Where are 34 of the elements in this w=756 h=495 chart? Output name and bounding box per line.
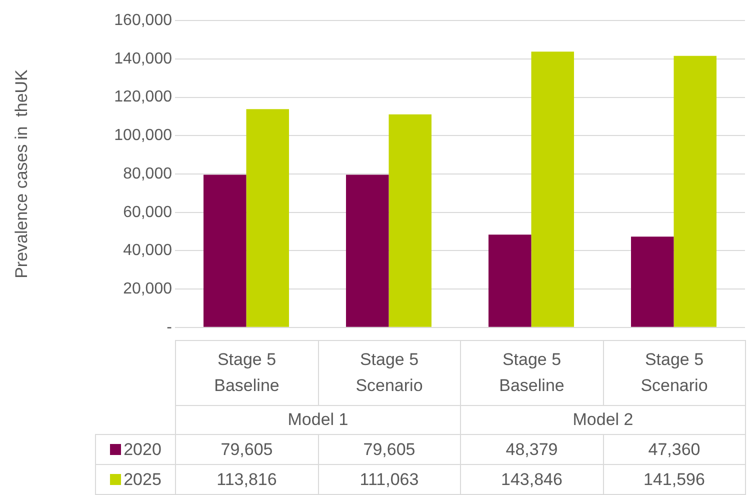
data-label: 113,816 (176, 464, 318, 494)
data-label: 79,605 (318, 434, 460, 464)
data-label: 48,379 (460, 434, 603, 464)
legend-label: 2025 (96, 464, 176, 494)
data-label: 47,360 (603, 434, 746, 464)
bar (346, 174, 389, 327)
y-tick-label: 20,000 (123, 280, 172, 298)
x-tick-label: Stage 5 Baseline (176, 340, 318, 406)
x-tick-label: Stage 5 Baseline (460, 340, 603, 406)
y-tick-label: 140,000 (114, 50, 172, 68)
y-tick-label: - (166, 318, 172, 336)
y-tick-label: 40,000 (123, 242, 172, 260)
y-tick-label: 100,000 (114, 127, 172, 144)
data-label: 141,596 (603, 464, 746, 494)
data-label: 79,605 (176, 434, 318, 464)
y-tick-label: 80,000 (123, 165, 172, 182)
bar (531, 52, 574, 327)
bar (631, 236, 674, 327)
y-tick-label: 120,000 (114, 88, 172, 106)
legend-label: 2020 (96, 434, 176, 464)
bar (674, 56, 716, 327)
y-tick-label: 60,000 (123, 204, 172, 221)
data-label: 143,846 (460, 464, 603, 494)
bar (246, 109, 289, 327)
y-tick-label: 160,000 (114, 12, 172, 30)
bar (388, 114, 432, 327)
bar (488, 234, 532, 327)
y-axis-title: Prevalence cases in theUK (12, 68, 31, 278)
x-tick-label: Stage 5 Scenario (603, 340, 746, 406)
bar (204, 174, 246, 327)
x-tick-label: Stage 5 Scenario (318, 340, 460, 406)
text: Model 2 (460, 406, 746, 434)
text: Model 1 (176, 406, 460, 434)
data-label: 111,063 (318, 464, 460, 494)
